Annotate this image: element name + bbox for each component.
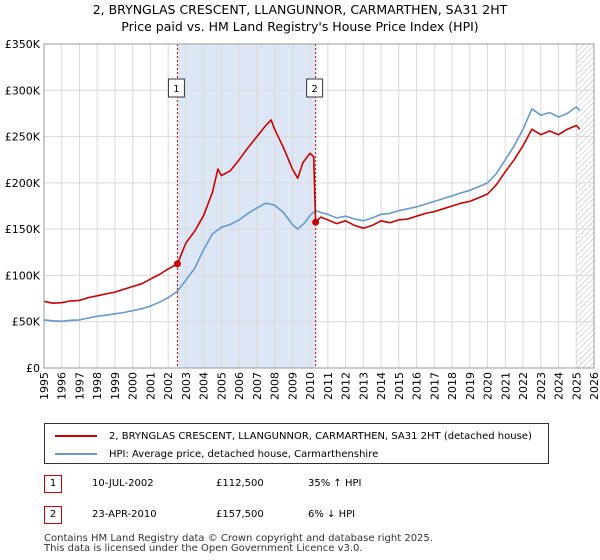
y-tick-label: £200K	[5, 177, 41, 190]
x-tick-label: 1997	[73, 372, 86, 400]
sale-marker-badge	[167, 78, 185, 98]
x-tick-label: 2018	[446, 372, 459, 400]
sale-point	[173, 260, 181, 268]
x-tick-label: 2023	[535, 372, 548, 400]
y-tick-label: £250K	[5, 131, 41, 144]
legend-item-hpi: HPI: Average price, detached house, Carm…	[45, 445, 378, 463]
footer-copyright: Contains HM Land Registry data © Crown c…	[44, 533, 433, 544]
sale-date: 23-APR-2010	[92, 509, 157, 520]
x-tick-label: 2002	[162, 372, 175, 400]
sale-price: £157,500	[216, 509, 264, 520]
sale-hpi-change: 35% ↑ HPI	[308, 478, 362, 489]
sale-marker-label: 2	[311, 84, 317, 95]
x-tick-label: 2025	[570, 372, 583, 400]
x-tick-label: 2009	[286, 372, 299, 400]
y-tick-label: £350K	[5, 38, 41, 51]
x-tick-label: 2000	[127, 372, 140, 400]
x-tick-label: 1998	[91, 372, 104, 400]
legend-swatch-property	[55, 435, 97, 437]
price-chart: £0 £50K £100K £150K £200K £250K £300K £350K 1995…	[5, 38, 600, 400]
y-tick-label: £0	[26, 362, 40, 375]
x-tick-label: 2003	[180, 372, 193, 400]
property-price-line	[43, 119, 581, 304]
x-tick-label: 2004	[198, 372, 211, 400]
sale-badge-2: 2	[44, 506, 62, 524]
x-tick-label: 1999	[109, 372, 122, 400]
sale-badge-1: 1	[44, 475, 62, 493]
sale-date: 10-JUL-2002	[92, 478, 154, 489]
sale-marker-label: 1	[173, 84, 179, 95]
sale-hpi-change: 6% ↓ HPI	[308, 509, 356, 520]
x-tick-label: 2007	[251, 372, 264, 400]
x-tick-label: 2001	[144, 372, 157, 400]
chart-title-line2: Price paid vs. HM Land Registry's House …	[121, 19, 479, 34]
x-tick-label: 2014	[375, 372, 388, 400]
footer-licence: This data is licensed under the Open Gov…	[44, 543, 363, 554]
x-tick-label: 2020	[482, 372, 495, 400]
x-tick-label: 2016	[411, 372, 424, 400]
chart-title-line1: 2, BRYNGLAS CRESCENT, LLANGUNNOR, CARMAR…	[92, 2, 508, 17]
y-tick-label: £150K	[5, 223, 41, 236]
sale-point	[312, 218, 320, 226]
sale-price: £112,500	[216, 478, 264, 489]
sale-row-2: 2 23-APR-2010 £157,500 6% ↓ HPI	[44, 506, 564, 526]
x-tick-label: 2006	[233, 372, 246, 400]
x-tick-label: 2017	[428, 372, 441, 400]
legend-swatch-hpi	[55, 453, 97, 455]
sale-marker-badge	[306, 78, 324, 98]
x-tick-label: 2021	[499, 372, 512, 400]
x-tick-label: 2015	[393, 372, 406, 400]
legend-item-property: 2, BRYNGLAS CRESCENT, LLANGUNNOR, CARMAR…	[45, 427, 532, 445]
forecast-hatch	[576, 44, 594, 368]
x-tick-label: 2013	[357, 372, 370, 400]
legend-label-property: 2, BRYNGLAS CRESCENT, LLANGUNNOR, CARMAR…	[109, 430, 532, 442]
x-tick-label: 2005	[215, 372, 228, 400]
x-tick-label: 2024	[553, 372, 566, 400]
plot-area	[44, 44, 594, 368]
shaded-period	[177, 44, 316, 368]
x-tick-label: 2011	[322, 372, 335, 400]
sale-row-1: 1 10-JUL-2002 £112,500 35% ↑ HPI	[44, 475, 564, 495]
x-tick-label: 2008	[269, 372, 282, 400]
y-tick-label: £300K	[5, 84, 41, 97]
x-tick-label: 2022	[517, 372, 530, 400]
y-tick-label: £50K	[12, 316, 41, 329]
legend: 2, BRYNGLAS CRESCENT, LLANGUNNOR, CARMAR…	[44, 423, 549, 464]
x-tick-label: 1996	[56, 372, 69, 400]
hpi-line	[43, 106, 581, 323]
plot-frame	[43, 43, 595, 369]
y-tick-label: £100K	[5, 269, 41, 282]
x-tick-label: 2012	[340, 372, 353, 400]
x-tick-label: 2010	[304, 372, 317, 400]
legend-label-hpi: HPI: Average price, detached house, Carm…	[109, 448, 379, 460]
x-tick-label: 1995	[38, 372, 51, 400]
x-tick-label: 2019	[464, 372, 477, 400]
x-tick-label: 2026	[588, 372, 600, 400]
